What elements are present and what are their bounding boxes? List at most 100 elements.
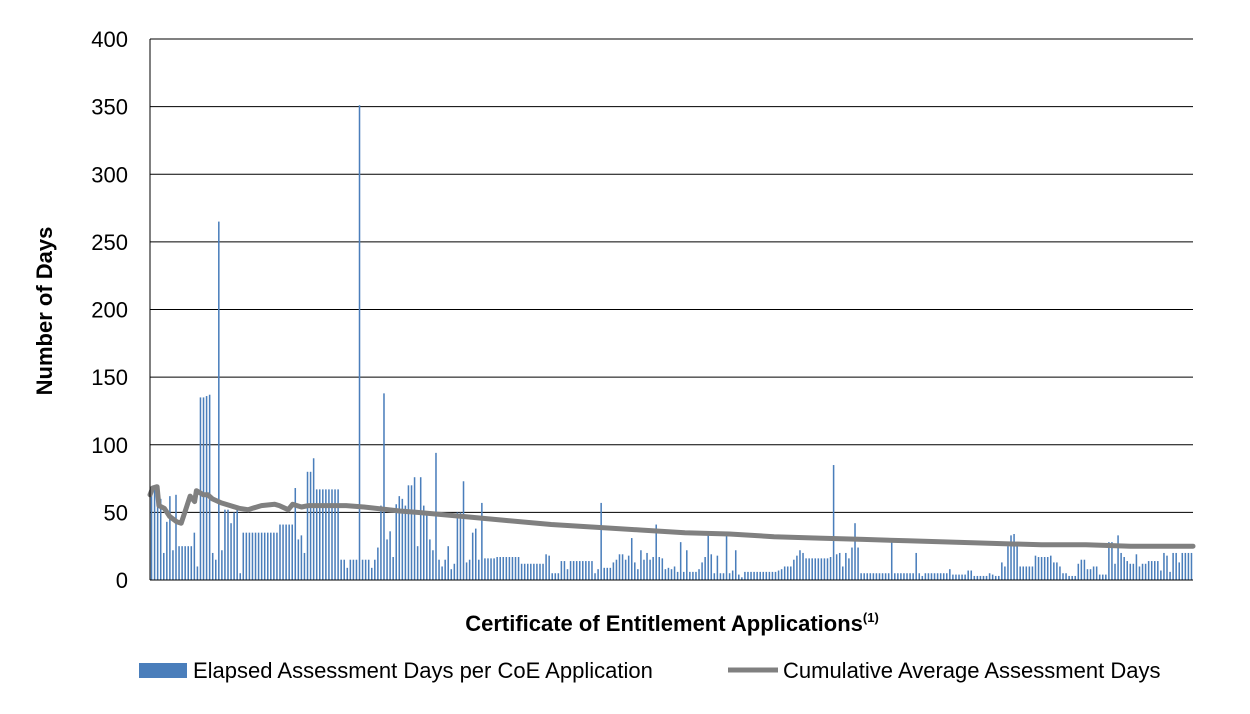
bar — [1160, 570, 1162, 580]
bar — [569, 561, 572, 580]
bar — [1062, 573, 1064, 580]
y-tick-label: 50 — [104, 500, 128, 525]
bar — [1028, 566, 1031, 580]
y-tick-labels: 0 50 100 150 200 250 300 350 400 — [91, 27, 128, 593]
bar — [221, 550, 223, 580]
bar — [297, 539, 300, 580]
bar — [1037, 557, 1040, 580]
bar — [1053, 562, 1055, 580]
bar — [1150, 561, 1153, 580]
bar — [484, 558, 486, 580]
bar — [958, 574, 960, 580]
bar — [520, 563, 523, 580]
bar — [367, 559, 370, 580]
bar — [578, 561, 581, 580]
bar — [1071, 575, 1073, 580]
bar — [456, 512, 459, 581]
bar — [422, 505, 425, 580]
bar — [575, 561, 578, 580]
bar — [230, 523, 232, 580]
bar — [615, 559, 618, 580]
bar — [814, 558, 817, 580]
bar — [1120, 552, 1122, 580]
bar — [1086, 569, 1089, 580]
bar — [866, 573, 869, 580]
bar — [1001, 562, 1003, 580]
bar — [566, 569, 569, 580]
bar — [1034, 555, 1037, 580]
bar — [887, 573, 890, 580]
bar — [894, 573, 896, 580]
gridlines — [150, 38, 1193, 513]
bar — [205, 396, 208, 580]
bar — [679, 542, 682, 580]
bar — [517, 557, 520, 580]
cumulative-average-line — [147, 484, 1196, 549]
bar — [585, 561, 587, 580]
bar — [854, 523, 856, 580]
bar — [190, 546, 193, 580]
bar — [936, 573, 939, 580]
bar — [178, 546, 180, 580]
bar — [156, 485, 159, 580]
bar — [1046, 557, 1049, 580]
bar — [1089, 569, 1092, 580]
bar — [1019, 566, 1021, 580]
bar — [897, 573, 899, 580]
bar — [667, 567, 670, 580]
bar — [979, 575, 982, 580]
bar — [955, 574, 957, 580]
bar — [738, 574, 740, 580]
bar — [777, 570, 780, 580]
bar — [1184, 552, 1187, 580]
bar — [1154, 561, 1156, 580]
bar — [202, 397, 205, 580]
bar — [343, 559, 345, 580]
bar — [952, 574, 954, 580]
bar — [982, 575, 985, 580]
bar — [557, 573, 560, 580]
bar — [1114, 563, 1116, 580]
bar — [349, 559, 352, 580]
bar — [312, 458, 315, 580]
bar — [215, 559, 217, 580]
bar — [1111, 542, 1113, 580]
bar — [765, 571, 768, 580]
bar — [676, 571, 679, 580]
bar — [842, 566, 844, 580]
bar — [471, 532, 474, 580]
bar — [710, 554, 713, 580]
bar — [695, 571, 697, 580]
bar — [964, 574, 966, 580]
bar — [741, 577, 743, 580]
bar — [756, 571, 758, 580]
bar — [805, 558, 807, 580]
bar — [266, 532, 269, 580]
bar — [184, 546, 186, 580]
bar — [242, 532, 245, 580]
bar — [218, 221, 220, 580]
bar — [689, 571, 691, 580]
bar — [1175, 552, 1177, 580]
bar — [523, 563, 526, 580]
bar — [597, 569, 599, 580]
bar — [282, 524, 284, 580]
bar — [328, 489, 330, 580]
bar — [753, 571, 755, 580]
bar — [915, 552, 917, 580]
bar — [1043, 557, 1046, 580]
bar — [838, 552, 841, 580]
bar — [725, 532, 728, 580]
bar — [637, 569, 639, 580]
bar — [771, 571, 774, 580]
bar — [380, 505, 382, 580]
y-tick-label: 250 — [91, 230, 128, 255]
bar — [630, 538, 633, 580]
bar — [976, 575, 979, 580]
bar — [848, 558, 850, 580]
bar — [869, 573, 872, 580]
bar — [159, 498, 162, 580]
bar — [991, 574, 994, 580]
bar — [1141, 563, 1144, 580]
bar — [783, 566, 786, 580]
